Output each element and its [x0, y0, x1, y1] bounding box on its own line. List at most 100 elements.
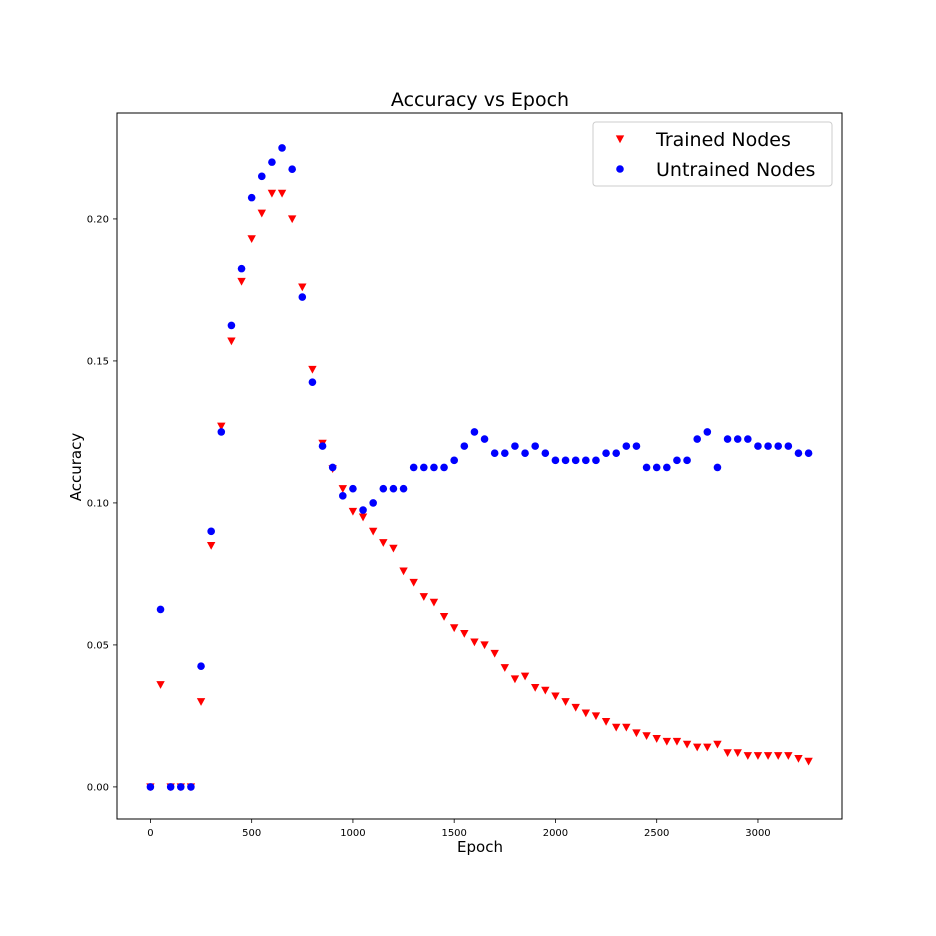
trained-nodes-point	[308, 365, 317, 374]
y-tick-label: 0.20	[87, 214, 109, 225]
plot-axes: 0 500 1000 1500 2000 2500 3000 0.00 0.05 0.10 0.15…	[87, 112, 843, 839]
series-untrained-nodes	[146, 144, 813, 791]
trained-nodes-point	[703, 743, 712, 752]
untrained-nodes-point	[804, 449, 813, 458]
untrained-nodes-point	[156, 605, 165, 614]
untrained-nodes-point	[146, 783, 155, 791]
trained-nodes-point	[632, 729, 641, 738]
untrained-nodes-point	[440, 463, 448, 472]
trained-nodes-point	[257, 209, 266, 218]
trained-nodes-point	[551, 692, 560, 701]
untrained-nodes-point	[207, 527, 215, 536]
untrained-nodes-point	[450, 456, 458, 465]
legend-trained-marker	[615, 135, 625, 144]
untrained-nodes-point	[328, 463, 337, 472]
x-tick-label: 1000	[340, 828, 365, 839]
legend: Trained Nodes Untrained Nodes	[592, 121, 833, 187]
trained-nodes-point	[460, 629, 469, 638]
untrained-nodes-point	[430, 463, 438, 472]
untrained-nodes-point	[217, 428, 226, 436]
untrained-nodes-point	[723, 435, 732, 443]
untrained-nodes-point	[176, 783, 185, 791]
trained-nodes-point	[753, 752, 763, 760]
untrained-nodes-point	[460, 442, 469, 450]
untrained-nodes-point	[784, 442, 793, 450]
trained-nodes-point	[672, 737, 682, 746]
untrained-nodes-point	[349, 484, 357, 493]
untrained-nodes-point	[501, 449, 509, 458]
trained-nodes-point	[287, 215, 297, 224]
untrained-nodes-point	[490, 449, 499, 458]
untrained-nodes-point	[521, 449, 529, 458]
trained-nodes-point	[237, 277, 246, 286]
trained-nodes-point	[784, 752, 793, 760]
untrained-nodes-point	[582, 456, 590, 465]
trained-nodes-point	[713, 740, 722, 749]
trained-nodes-point	[733, 749, 742, 758]
plot-frame	[116, 112, 843, 820]
trained-nodes-point	[368, 527, 378, 536]
untrained-nodes-point	[744, 435, 752, 443]
trained-nodes-point	[693, 743, 702, 752]
untrained-nodes-point	[571, 456, 580, 465]
trained-nodes-point	[196, 698, 206, 706]
untrained-nodes-point	[389, 484, 398, 493]
untrained-nodes-point	[551, 456, 560, 465]
trained-nodes-point	[206, 541, 216, 550]
trained-nodes-point	[561, 698, 570, 706]
untrained-nodes-point	[166, 783, 175, 791]
untrained-nodes-point	[288, 165, 296, 174]
trained-nodes-point	[267, 189, 277, 198]
trained-nodes-point	[156, 681, 165, 689]
untrained-nodes-point	[683, 456, 691, 465]
trained-nodes-point	[642, 732, 651, 740]
untrained-nodes-point	[369, 499, 377, 507]
untrained-nodes-point	[663, 463, 671, 472]
untrained-nodes-point	[673, 456, 681, 465]
untrained-nodes-point	[632, 442, 641, 450]
trained-nodes-point	[774, 752, 783, 760]
trained-nodes-point	[338, 485, 348, 493]
untrained-nodes-point	[480, 435, 489, 443]
untrained-nodes-point	[339, 492, 347, 500]
x-tick-label: 500	[242, 828, 261, 839]
trained-nodes-point	[480, 641, 489, 650]
untrained-nodes-point	[622, 442, 631, 450]
legend-label: Trained Nodes	[655, 129, 791, 151]
trained-nodes-point	[591, 712, 601, 721]
untrained-nodes-point	[764, 442, 772, 450]
untrained-nodes-point	[268, 158, 276, 166]
untrained-nodes-point	[541, 449, 550, 458]
x-axis-title: Epoch	[457, 838, 503, 856]
trained-nodes-point	[217, 422, 226, 431]
trained-nodes-point	[804, 757, 813, 766]
trained-nodes-point	[662, 737, 672, 746]
trained-nodes-point	[510, 675, 520, 684]
trained-nodes-point	[530, 683, 540, 692]
trained-nodes-point	[389, 544, 398, 553]
trained-nodes-point	[682, 740, 692, 749]
untrained-nodes-point	[531, 442, 539, 450]
trained-nodes-point	[743, 752, 753, 760]
untrained-nodes-point	[703, 428, 712, 436]
trained-nodes-point	[277, 189, 287, 198]
y-tick-label: 0.00	[87, 782, 109, 793]
untrained-nodes-point	[733, 435, 742, 443]
x-tick-label: 3000	[745, 828, 770, 839]
trained-nodes-point	[399, 567, 408, 576]
trained-nodes-point	[348, 507, 358, 516]
trained-nodes-point	[358, 513, 368, 522]
x-tick-label: 1500	[441, 828, 466, 839]
untrained-nodes-point	[359, 506, 367, 514]
trained-nodes-point	[541, 686, 550, 695]
trained-nodes-point	[409, 578, 418, 587]
untrained-nodes-point	[298, 293, 307, 301]
trained-nodes-point	[429, 598, 439, 607]
untrained-nodes-point	[602, 449, 610, 458]
trained-nodes-point	[449, 624, 459, 633]
y-axis-title: Accuracy	[67, 433, 85, 502]
trained-nodes-point	[379, 539, 388, 547]
trained-nodes-point	[723, 749, 732, 758]
untrained-nodes-point	[197, 662, 205, 671]
